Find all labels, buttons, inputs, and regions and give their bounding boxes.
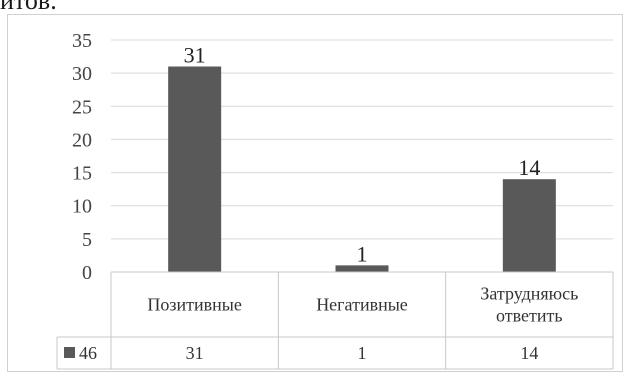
- category-label: Затрудняюсь: [480, 284, 578, 304]
- series-name: 46: [79, 343, 97, 363]
- category-label: Негативные: [316, 295, 408, 315]
- chart-frame: [7, 14, 623, 372]
- table-value: 1: [358, 343, 367, 363]
- header-text-fragment: итов.: [0, 0, 57, 15]
- y-tick-label: 20: [72, 129, 92, 151]
- category-label: ответить: [496, 306, 563, 326]
- y-tick-label: 25: [72, 96, 92, 118]
- table-value: 31: [186, 343, 204, 363]
- y-tick-label: 0: [82, 262, 92, 284]
- table-value: 14: [520, 343, 538, 363]
- y-tick-label: 30: [72, 63, 92, 85]
- legend-key: [64, 347, 75, 358]
- bar: [168, 66, 222, 272]
- y-tick-label: 5: [82, 229, 92, 251]
- y-tick-label: 35: [72, 30, 92, 52]
- y-tick-label: 10: [72, 196, 92, 218]
- y-tick-label: 15: [72, 163, 92, 185]
- bar: [335, 265, 389, 272]
- data-label: 31: [184, 43, 206, 68]
- bar: [502, 179, 556, 272]
- data-label: 14: [518, 155, 540, 180]
- category-label: Позитивные: [147, 295, 241, 315]
- data-label: 1: [357, 241, 368, 266]
